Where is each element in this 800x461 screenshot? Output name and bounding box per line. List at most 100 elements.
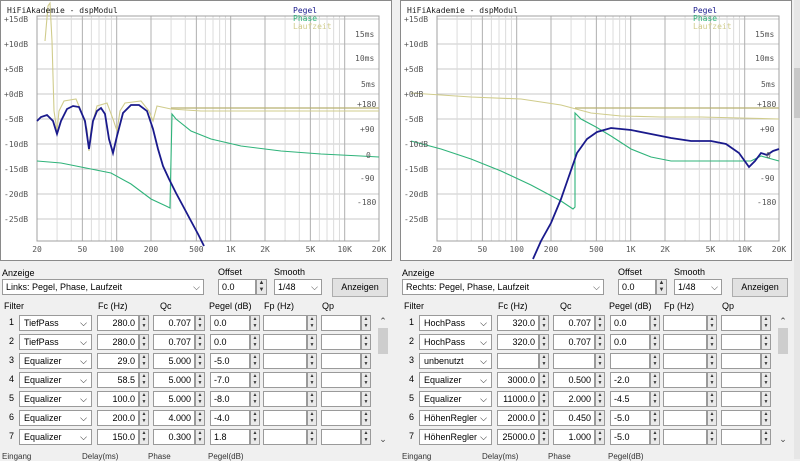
scroll-thumb[interactable] xyxy=(778,328,788,354)
fc-spinner[interactable]: ▲ ▼ xyxy=(139,315,149,331)
qp-input[interactable] xyxy=(321,353,361,369)
qc-input[interactable]: 4.000 xyxy=(153,410,195,426)
qp-input[interactable] xyxy=(321,410,361,426)
filter-scrollbar[interactable]: ⌃ ⌄ xyxy=(376,314,390,446)
fp-input[interactable] xyxy=(663,429,707,445)
fp-spinner[interactable]: ▲ ▼ xyxy=(307,334,317,350)
qc-input[interactable]: 0.707 xyxy=(153,315,195,331)
filter-type-select[interactable]: Equalizer ⌵ xyxy=(419,391,492,407)
pegel-spinner[interactable]: ▲ ▼ xyxy=(650,315,660,331)
qc-spinner[interactable]: ▲ ▼ xyxy=(195,391,205,407)
qc-input[interactable]: 0.500 xyxy=(553,372,595,388)
offset-input[interactable]: 0.0 xyxy=(618,279,656,295)
fp-spinner[interactable]: ▲ ▼ xyxy=(707,315,717,331)
fp-spinner[interactable]: ▲ ▼ xyxy=(307,372,317,388)
filter-type-select[interactable]: TiefPass ⌵ xyxy=(19,315,92,331)
pegel-input[interactable]: -5.0 xyxy=(610,410,650,426)
pegel-input[interactable]: 0.0 xyxy=(610,315,650,331)
offset-spinner[interactable]: ▲ ▼ xyxy=(256,279,267,295)
fc-spinner[interactable]: ▲ ▼ xyxy=(539,353,549,369)
qp-spinner[interactable]: ▲ ▼ xyxy=(761,391,771,407)
fc-input[interactable]: 320.0 xyxy=(497,315,539,331)
pegel-input[interactable]: 0.0 xyxy=(610,334,650,350)
fc-input[interactable]: 320.0 xyxy=(497,334,539,350)
fc-spinner[interactable]: ▲ ▼ xyxy=(539,315,549,331)
qc-input[interactable]: 5.000 xyxy=(153,353,195,369)
fp-spinner[interactable]: ▲ ▼ xyxy=(707,391,717,407)
fp-input[interactable] xyxy=(663,334,707,350)
qp-input[interactable] xyxy=(721,372,761,388)
filter-type-select[interactable]: Equalizer ⌵ xyxy=(19,372,92,388)
fc-input[interactable]: 200.0 xyxy=(97,410,139,426)
filter-scrollbar[interactable]: ⌃ ⌄ xyxy=(776,314,790,446)
fp-spinner[interactable]: ▲ ▼ xyxy=(707,353,717,369)
fp-spinner[interactable]: ▲ ▼ xyxy=(307,410,317,426)
scroll-up-icon[interactable]: ⌃ xyxy=(379,316,387,326)
pegel-input[interactable]: -8.0 xyxy=(210,391,250,407)
fc-spinner[interactable]: ▲ ▼ xyxy=(139,334,149,350)
qp-spinner[interactable]: ▲ ▼ xyxy=(761,315,771,331)
fc-spinner[interactable]: ▲ ▼ xyxy=(539,410,549,426)
qp-input[interactable] xyxy=(721,410,761,426)
qp-spinner[interactable]: ▲ ▼ xyxy=(361,353,371,369)
filter-type-select[interactable]: HöhenRegler ⌵ xyxy=(419,410,492,426)
fc-input[interactable]: 280.0 xyxy=(97,334,139,350)
qc-spinner[interactable]: ▲ ▼ xyxy=(595,410,605,426)
fp-input[interactable] xyxy=(263,372,307,388)
fp-input[interactable] xyxy=(663,315,707,331)
qc-spinner[interactable]: ▲ ▼ xyxy=(595,391,605,407)
qp-spinner[interactable]: ▲ ▼ xyxy=(361,315,371,331)
filter-type-select[interactable]: HochPass ⌵ xyxy=(419,315,492,331)
qp-input[interactable] xyxy=(321,334,361,350)
qc-input[interactable]: 0.707 xyxy=(153,334,195,350)
qc-spinner[interactable]: ▲ ▼ xyxy=(195,372,205,388)
anzeige-select[interactable]: Rechts: Pegel, Phase, Laufzeit ⌵ xyxy=(402,279,604,295)
fp-input[interactable] xyxy=(663,391,707,407)
qp-input[interactable] xyxy=(721,353,761,369)
pegel-input[interactable]: -5.0 xyxy=(610,429,650,445)
qp-input[interactable] xyxy=(721,315,761,331)
fp-spinner[interactable]: ▲ ▼ xyxy=(307,429,317,445)
pegel-spinner[interactable]: ▲ ▼ xyxy=(650,391,660,407)
fp-input[interactable] xyxy=(663,410,707,426)
pegel-spinner[interactable]: ▲ ▼ xyxy=(250,429,260,445)
window-scroll-thumb[interactable] xyxy=(794,68,800,118)
filter-type-select[interactable]: Equalizer ⌵ xyxy=(19,391,92,407)
qc-input[interactable]: 1.000 xyxy=(553,429,595,445)
fc-input[interactable]: 2000.0 xyxy=(497,410,539,426)
smooth-select[interactable]: 1/48 ⌵ xyxy=(674,279,722,295)
fc-input[interactable]: 58.5 xyxy=(97,372,139,388)
pegel-input[interactable]: 1.8 xyxy=(210,429,250,445)
pegel-spinner[interactable]: ▲ ▼ xyxy=(650,334,660,350)
qp-spinner[interactable]: ▲ ▼ xyxy=(361,429,371,445)
fp-spinner[interactable]: ▲ ▼ xyxy=(707,429,717,445)
qc-spinner[interactable]: ▲ ▼ xyxy=(595,315,605,331)
pegel-input[interactable] xyxy=(610,353,650,369)
fp-input[interactable] xyxy=(263,315,307,331)
pegel-input[interactable]: -2.0 xyxy=(610,372,650,388)
pegel-spinner[interactable]: ▲ ▼ xyxy=(650,353,660,369)
smooth-select[interactable]: 1/48 ⌵ xyxy=(274,279,322,295)
scroll-thumb[interactable] xyxy=(378,328,388,354)
pegel-spinner[interactable]: ▲ ▼ xyxy=(250,334,260,350)
pegel-spinner[interactable]: ▲ ▼ xyxy=(250,315,260,331)
fc-spinner[interactable]: ▲ ▼ xyxy=(539,334,549,350)
qp-spinner[interactable]: ▲ ▼ xyxy=(361,391,371,407)
qc-spinner[interactable]: ▲ ▼ xyxy=(595,429,605,445)
pegel-spinner[interactable]: ▲ ▼ xyxy=(650,372,660,388)
anzeige-select[interactable]: Links: Pegel, Phase, Laufzeit ⌵ xyxy=(2,279,204,295)
qp-spinner[interactable]: ▲ ▼ xyxy=(761,372,771,388)
offset-spinner[interactable]: ▲ ▼ xyxy=(656,279,667,295)
qc-spinner[interactable]: ▲ ▼ xyxy=(195,334,205,350)
qc-input[interactable] xyxy=(553,353,595,369)
fc-spinner[interactable]: ▲ ▼ xyxy=(139,372,149,388)
fp-input[interactable] xyxy=(663,372,707,388)
pegel-spinner[interactable]: ▲ ▼ xyxy=(250,391,260,407)
pegel-spinner[interactable]: ▲ ▼ xyxy=(250,353,260,369)
qp-input[interactable] xyxy=(721,429,761,445)
qc-spinner[interactable]: ▲ ▼ xyxy=(195,315,205,331)
filter-type-select[interactable]: Equalizer ⌵ xyxy=(19,353,92,369)
fc-input[interactable]: 29.0 xyxy=(97,353,139,369)
filter-type-select[interactable]: Equalizer ⌵ xyxy=(419,372,492,388)
pegel-spinner[interactable]: ▲ ▼ xyxy=(250,410,260,426)
